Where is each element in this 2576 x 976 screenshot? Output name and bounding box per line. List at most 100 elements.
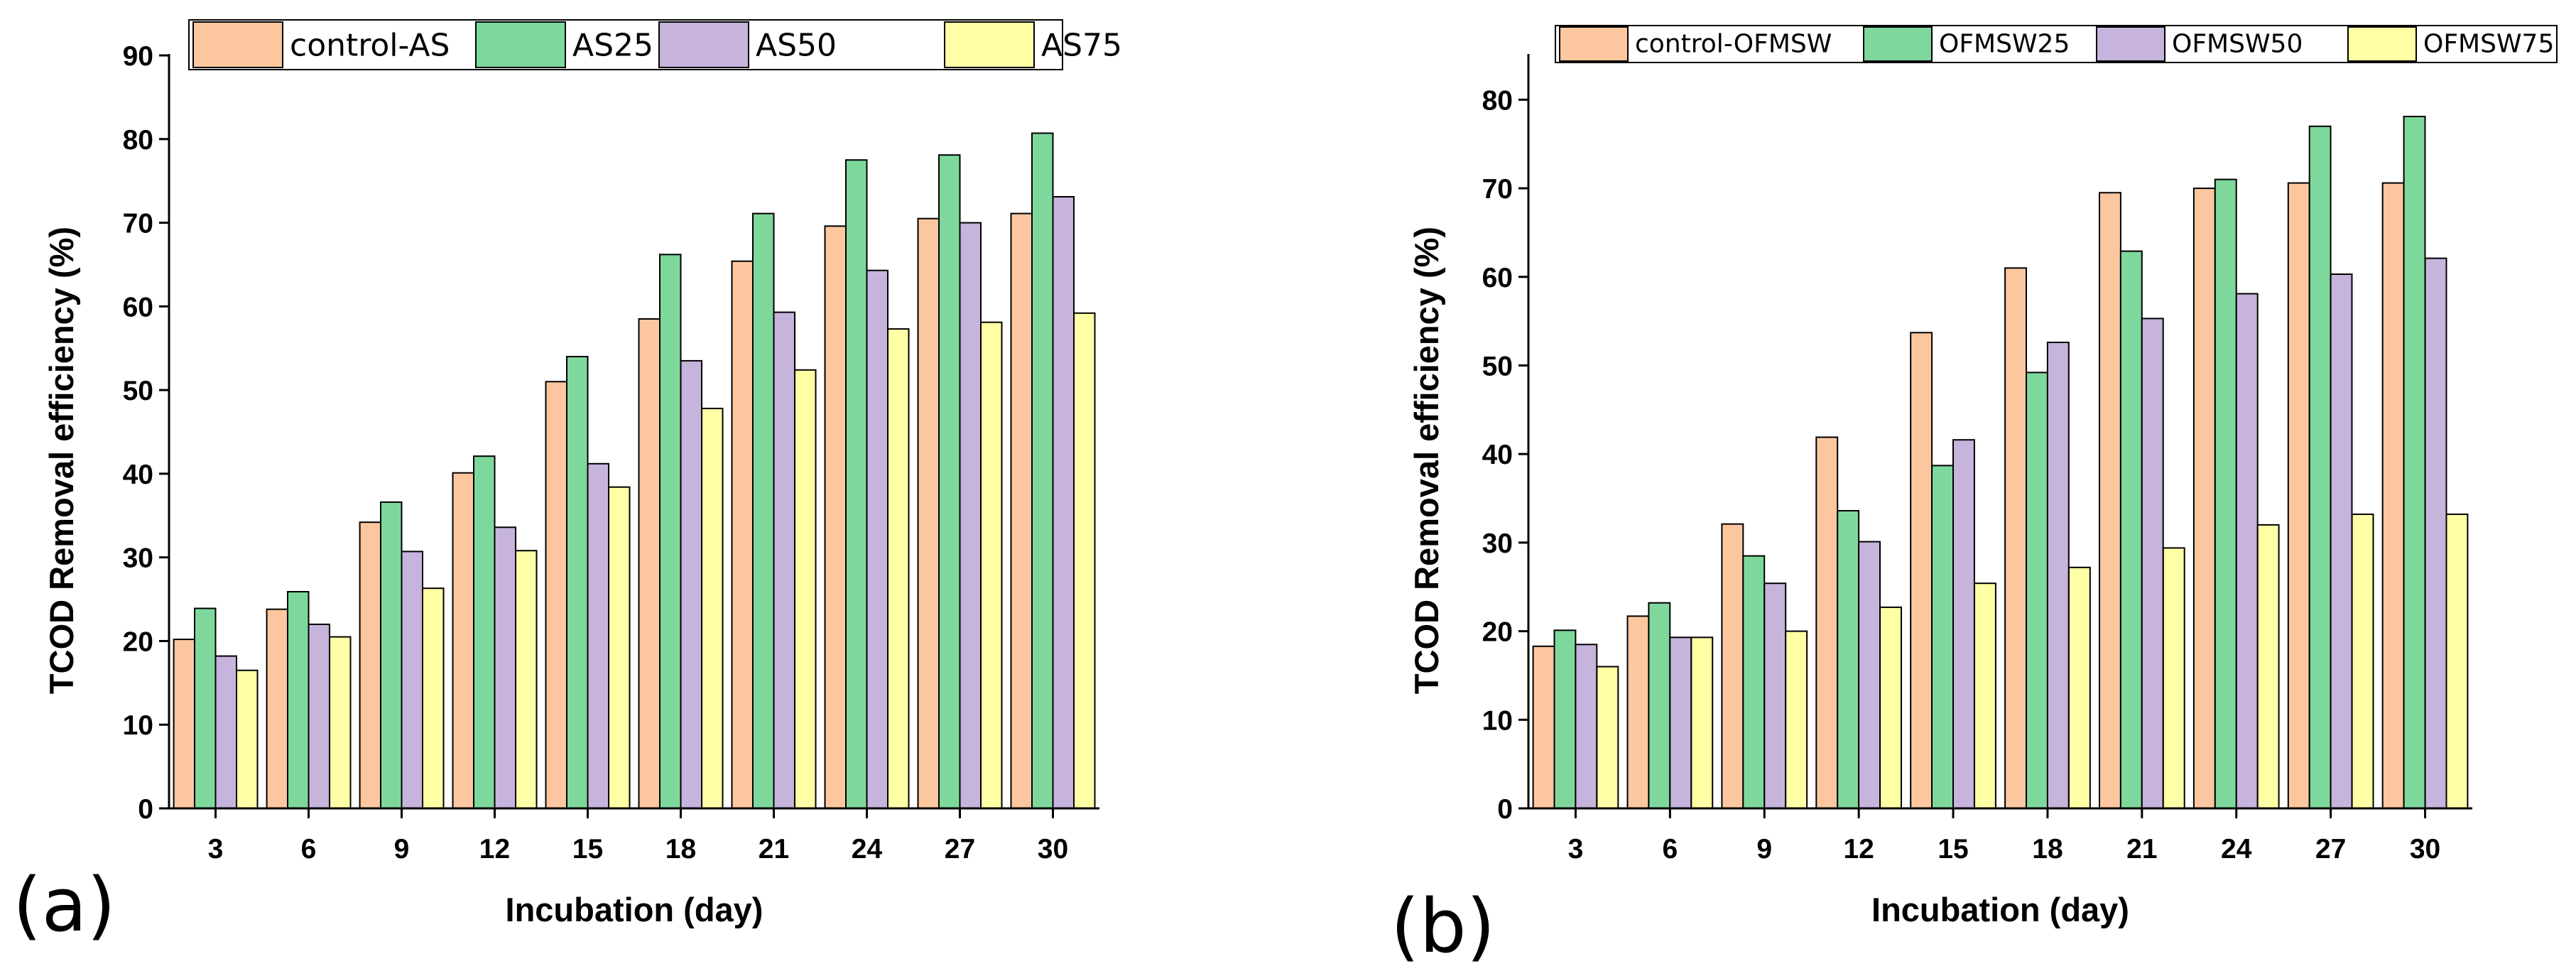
- bar-b-control-OFMSW-12: [1815, 436, 1839, 809]
- x-tick-label: 6: [1662, 834, 1678, 864]
- bar-a-AS75-24: [887, 328, 910, 810]
- legend-items-b: control-OFMSW OFMSW25 OFMSW50 OFMSW75: [1559, 26, 2554, 62]
- legend-label-b-control-OFMSW: control-OFMSW: [1635, 29, 1832, 58]
- legend-label-a-AS75: AS75: [1041, 27, 1122, 63]
- bar-b-OFMSW75-6: [1690, 636, 1714, 809]
- y-tick-label: 0: [1497, 794, 1513, 825]
- legend-a: [188, 19, 1063, 70]
- bar-b-control-OFMSW-6: [1626, 615, 1650, 810]
- bar-b-OFMSW75-21: [2162, 547, 2185, 810]
- bar-a-control-AS-24: [824, 225, 847, 809]
- y-tick-label: 40: [123, 460, 153, 490]
- bar-a-AS25-3: [194, 607, 217, 809]
- bar-b-OFMSW50-27: [2330, 273, 2353, 809]
- bar-b-control-OFMSW-9: [1721, 523, 1744, 809]
- x-tick-label: 9: [394, 834, 410, 864]
- y-tick-label: 80: [1482, 85, 1513, 116]
- y-ticks-a: 0 10 20 30 40 50 60 70 80 90: [123, 41, 169, 825]
- x-axis-label-b: Incubation (day): [1871, 891, 2129, 928]
- bar-b-OFMSW25-3: [1553, 629, 1577, 809]
- legend-label-a-control-AS: control-AS: [290, 27, 450, 63]
- x-tick-label: 24: [2221, 834, 2252, 864]
- legend-swatch-b-OFMSW25: [1863, 26, 1933, 62]
- x-tick-label: 15: [572, 834, 603, 864]
- bar-b-OFMSW50-18: [2046, 342, 2070, 809]
- legend-items-a: control-AS AS25 AS50 AS75: [192, 21, 1122, 68]
- bar-a-AS75-15: [608, 486, 631, 809]
- bar-a-AS50-15: [587, 462, 609, 809]
- bar-b-OFMSW25-27: [2308, 125, 2332, 810]
- bar-b-OFMSW50-21: [2141, 318, 2164, 809]
- bar-a-AS25-27: [938, 154, 961, 809]
- y-tick-label: 0: [138, 794, 153, 825]
- x-tick-label: 21: [2126, 834, 2157, 864]
- bar-b-OFMSW50-30: [2424, 257, 2447, 810]
- bar-a-control-AS-27: [917, 217, 940, 809]
- x-ticks-a: 3 6 9 12 15 18 21 24 27 30: [208, 808, 1068, 864]
- bar-b-OFMSW75-3: [1596, 666, 1619, 809]
- bar-a-AS75-12: [515, 550, 538, 809]
- bar-b-OFMSW50-24: [2235, 293, 2259, 809]
- bar-a-control-AS-30: [1010, 212, 1033, 810]
- x-tick-label: 3: [208, 834, 224, 864]
- x-ticks-b: 3 6 9 12 15 18 21 24 27 30: [1568, 808, 2440, 864]
- bar-a-control-AS-12: [452, 472, 474, 809]
- bar-a-AS75-27: [980, 321, 1003, 809]
- legend-label-b-OFMSW25: OFMSW25: [1939, 29, 2070, 58]
- y-tick-label: 80: [123, 125, 153, 156]
- bar-a-AS25-12: [473, 455, 496, 809]
- y-tick-label: 60: [1482, 263, 1513, 293]
- x-axis-label-a: Incubation (day): [506, 891, 763, 928]
- bar-a-AS50-3: [214, 655, 237, 809]
- bar-b-OFMSW75-30: [2445, 514, 2469, 809]
- x-tick-label: 27: [2315, 834, 2346, 864]
- bar-b-OFMSW25-21: [2119, 250, 2143, 810]
- y-ticks-b: 0 10 20 30 40 50 60 70 80: [1482, 85, 1528, 825]
- x-tick-label: 24: [852, 834, 883, 864]
- bar-b-OFMSW25-12: [1837, 510, 1860, 809]
- legend-label-b-OFMSW50: OFMSW50: [2172, 29, 2303, 58]
- x-tick-label: 18: [2032, 834, 2063, 864]
- y-tick-label: 10: [1482, 705, 1513, 736]
- bar-a-AS25-18: [659, 254, 682, 809]
- bar-a-AS75-6: [329, 636, 352, 809]
- bar-a-AS75-18: [701, 408, 724, 809]
- legend-swatch-b-OFMSW50: [2096, 26, 2165, 62]
- y-tick-label: 50: [123, 376, 153, 406]
- y-tick-label: 70: [1482, 174, 1513, 205]
- bar-a-control-AS-9: [359, 521, 382, 809]
- bar-b-control-OFMSW-15: [1910, 332, 1933, 809]
- legend-swatch-b-control-OFMSW: [1559, 26, 1629, 62]
- bar-a-AS50-6: [308, 623, 330, 810]
- bar-a-AS75-21: [794, 369, 817, 809]
- bar-a-AS75-3: [236, 669, 259, 810]
- x-tick-label: 21: [759, 834, 789, 864]
- x-tick-label: 12: [1843, 834, 1874, 864]
- x-tick-label: 27: [945, 834, 975, 864]
- bar-a-AS25-15: [566, 356, 589, 809]
- bar-a-AS50-30: [1052, 196, 1075, 809]
- bar-b-OFMSW75-27: [2351, 514, 2374, 809]
- y-tick-label: 10: [123, 710, 153, 741]
- bar-a-AS25-6: [287, 591, 310, 809]
- chart-panel-b: 0 10 20 30 40 50 60 70 80 3 6 9 12 15 18 21 24 27 30 cont…: [1391, 25, 2558, 970]
- bar-b-OFMSW50-3: [1575, 644, 1598, 809]
- bar-a-control-AS-18: [638, 318, 661, 809]
- y-tick-label: 50: [1482, 351, 1513, 381]
- bar-b-control-OFMSW-18: [2004, 267, 2028, 809]
- x-tick-label: 12: [479, 834, 510, 864]
- bar-a-AS50-9: [401, 551, 423, 810]
- panel-label-a: (a): [13, 862, 116, 948]
- legend-label-a-AS50: AS50: [756, 27, 837, 63]
- legend-label-a-AS25: AS25: [572, 27, 653, 63]
- y-axis-label-a: TCOD Removal efficiency (%): [43, 227, 80, 694]
- panel-label-b: (b): [1391, 883, 1495, 970]
- bar-a-AS25-24: [845, 159, 868, 809]
- x-tick-label: 30: [1038, 834, 1068, 864]
- chart-panel-a: 0 10 20 30 40 50 60 70 80 90 3 6 9 12 15 18 21 24 27 30 co…: [13, 19, 1122, 948]
- bar-b-OFMSW50-9: [1763, 582, 1787, 809]
- bar-a-AS50-18: [680, 359, 702, 809]
- legend-swatch-a-AS25: [475, 21, 566, 68]
- bar-a-AS25-9: [380, 501, 403, 810]
- bar-b-OFMSW25-15: [1931, 465, 1955, 810]
